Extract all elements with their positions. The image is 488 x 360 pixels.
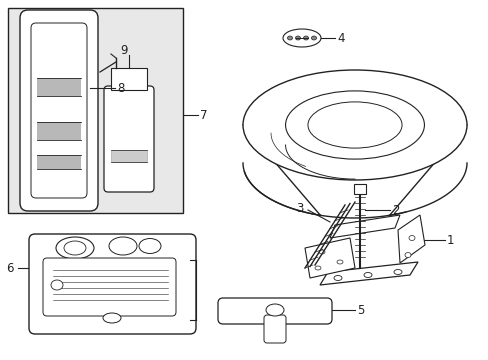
FancyBboxPatch shape <box>264 315 285 343</box>
FancyBboxPatch shape <box>104 86 154 192</box>
Ellipse shape <box>103 313 121 323</box>
Ellipse shape <box>333 275 341 280</box>
Ellipse shape <box>64 241 86 255</box>
Text: 4: 4 <box>336 32 344 45</box>
FancyBboxPatch shape <box>8 8 183 213</box>
FancyBboxPatch shape <box>20 10 98 211</box>
Ellipse shape <box>314 266 320 270</box>
FancyBboxPatch shape <box>29 234 196 334</box>
Ellipse shape <box>404 252 410 257</box>
Text: 9: 9 <box>120 44 127 57</box>
Ellipse shape <box>318 250 325 254</box>
Text: 8: 8 <box>117 81 124 95</box>
Text: 3: 3 <box>295 202 303 215</box>
Ellipse shape <box>139 239 161 253</box>
FancyBboxPatch shape <box>31 23 87 198</box>
Text: 7: 7 <box>200 108 207 122</box>
Bar <box>111 150 147 162</box>
Ellipse shape <box>311 36 316 40</box>
Ellipse shape <box>287 36 292 40</box>
Ellipse shape <box>336 260 342 264</box>
Ellipse shape <box>307 102 401 148</box>
Text: 5: 5 <box>356 303 364 316</box>
Ellipse shape <box>109 237 137 255</box>
FancyBboxPatch shape <box>353 184 365 194</box>
Bar <box>37 78 81 96</box>
FancyBboxPatch shape <box>43 258 176 316</box>
Ellipse shape <box>408 235 414 240</box>
Text: 6: 6 <box>6 261 14 274</box>
FancyBboxPatch shape <box>111 68 147 90</box>
Ellipse shape <box>283 29 320 47</box>
Text: 1: 1 <box>446 234 453 247</box>
Ellipse shape <box>303 36 308 40</box>
Polygon shape <box>305 238 354 278</box>
Ellipse shape <box>363 273 371 278</box>
Bar <box>37 122 81 140</box>
Ellipse shape <box>56 237 94 259</box>
Ellipse shape <box>295 36 300 40</box>
Ellipse shape <box>243 70 466 180</box>
FancyBboxPatch shape <box>218 298 331 324</box>
Ellipse shape <box>285 91 424 159</box>
Text: 2: 2 <box>391 203 399 216</box>
Polygon shape <box>329 215 399 238</box>
Polygon shape <box>397 215 424 263</box>
Ellipse shape <box>265 304 284 316</box>
Ellipse shape <box>51 280 63 290</box>
Polygon shape <box>319 262 417 285</box>
Bar <box>37 155 81 169</box>
Ellipse shape <box>393 270 401 274</box>
